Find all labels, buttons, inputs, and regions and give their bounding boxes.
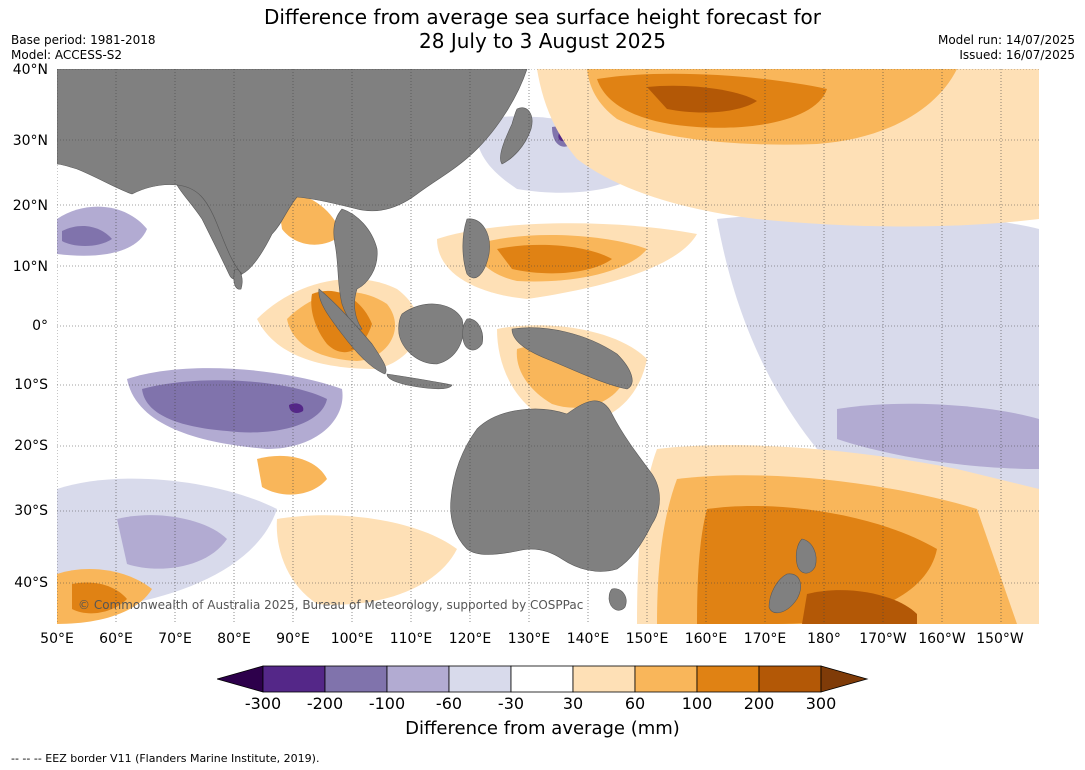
model-text: Model: ACCESS-S2 <box>11 48 123 62</box>
colorbar <box>217 665 869 693</box>
lat-label: 30°N <box>12 133 48 149</box>
lon-label: 70°E <box>158 631 192 647</box>
anomaly-layer <box>57 69 1039 624</box>
lon-label: 100°E <box>330 631 374 647</box>
anomaly-peak-north-pacific <box>647 85 757 113</box>
colorbar-swatch <box>510 665 574 693</box>
lon-label: 160°W <box>918 631 966 647</box>
lat-label: 30°S <box>14 503 48 519</box>
lon-label: 170°E <box>743 631 787 647</box>
colorbar-tick: -100 <box>368 694 406 713</box>
anomaly-lowest-spot <box>289 403 304 413</box>
colorbar-swatch <box>696 665 760 693</box>
anomaly-lower-west-arabian <box>62 225 112 246</box>
lat-label: 10°S <box>14 377 48 393</box>
graticule <box>57 69 1039 624</box>
land-japan <box>500 107 533 165</box>
lat-label: 10°N <box>12 259 48 275</box>
lon-label: 120°E <box>448 631 492 647</box>
copyright-notice: © Commonwealth of Australia 2025, Bureau… <box>78 598 584 612</box>
land-australia <box>450 400 660 572</box>
colorbar-title: Difference from average (mm) <box>405 718 680 739</box>
title-line-2: 28 July to 3 August 2025 <box>419 29 666 53</box>
land-layer <box>57 69 817 614</box>
lon-label: 140°E <box>566 631 610 647</box>
issued-text: Issued: 16/07/2025 <box>959 48 1075 62</box>
land-new-zealand-north <box>795 538 817 574</box>
land-philippines <box>462 218 490 279</box>
map-panel <box>57 69 1039 624</box>
lon-label: 60°E <box>99 631 133 647</box>
anomaly-highest-southern-ocean-west <box>72 582 127 614</box>
colorbar-tick: 200 <box>743 694 775 713</box>
colorbar-tick: -30 <box>497 694 525 713</box>
lat-label: 40°S <box>14 575 48 591</box>
lat-label: 20°S <box>14 438 48 454</box>
model-run-text: Model run: 14/07/2025 <box>937 33 1075 47</box>
land-new-zealand-south <box>768 573 801 614</box>
land-tasmania <box>608 588 627 611</box>
colorbar-tick: 60 <box>624 694 646 713</box>
land-asia <box>57 69 528 275</box>
anomaly-lower-central-pacific <box>837 403 1039 469</box>
colorbar-swatch <box>758 665 822 693</box>
anomaly-lower-south-indian <box>142 380 327 433</box>
anomaly-low-southwest-core <box>117 515 227 569</box>
lon-label: 180° <box>807 631 841 647</box>
anomaly-higher-south-indian-spots <box>257 455 327 495</box>
colorbar-swatch <box>448 665 512 693</box>
colorbar-tick: -200 <box>306 694 344 713</box>
land-java <box>386 373 453 390</box>
colorbar-swatch <box>386 665 450 693</box>
meta-right: Model run: 14/07/2025 Issued: 16/07/2025 <box>938 33 1075 63</box>
lat-label: 20°N <box>12 198 48 214</box>
lon-label: 50°E <box>40 631 74 647</box>
lat-label: 40°N <box>12 62 48 78</box>
anomaly-peak-tasman <box>802 590 917 624</box>
lat-label: 0° <box>32 318 48 334</box>
sea-height-map <box>57 69 1039 624</box>
title-line-1: Difference from average sea surface heig… <box>263 5 822 29</box>
anomaly-high-south-of-australia <box>276 515 457 605</box>
lon-label: 150°W <box>976 631 1024 647</box>
lon-label: 110°E <box>389 631 433 647</box>
land-indochina <box>333 208 378 330</box>
land-sumatra <box>318 288 387 375</box>
land-borneo <box>398 303 464 365</box>
land-sulawesi <box>462 318 483 351</box>
colorbar-swatch <box>324 665 388 693</box>
colorbar-tick: -60 <box>435 694 463 713</box>
lon-label: 80°E <box>217 631 251 647</box>
colorbar-tick: -300 <box>244 694 282 713</box>
colorbar-arrow-high <box>820 665 869 693</box>
colorbar-tick: 100 <box>681 694 713 713</box>
eez-border-note: -- -- -- EEZ border V11 (Flanders Marine… <box>11 752 320 765</box>
colorbar-tick: 30 <box>562 694 584 713</box>
lon-label: 90°E <box>276 631 310 647</box>
colorbar-swatch <box>634 665 698 693</box>
land-new-guinea <box>511 327 633 390</box>
meta-left: Base period: 1981-2018 Model: ACCESS-S2 <box>11 33 156 63</box>
lon-label: 130°E <box>507 631 551 647</box>
colorbar-arrow-low <box>217 665 264 693</box>
colorbar-swatch <box>572 665 636 693</box>
base-period-text: Base period: 1981-2018 <box>11 33 156 47</box>
lon-label: 160°E <box>684 631 728 647</box>
colorbar-tick: 300 <box>805 694 837 713</box>
lon-label: 170°W <box>859 631 907 647</box>
colorbar-swatch <box>262 665 326 693</box>
chart-title: Difference from average sea surface heig… <box>0 5 1085 53</box>
lon-label: 150°E <box>625 631 669 647</box>
land-sri-lanka <box>233 268 243 290</box>
